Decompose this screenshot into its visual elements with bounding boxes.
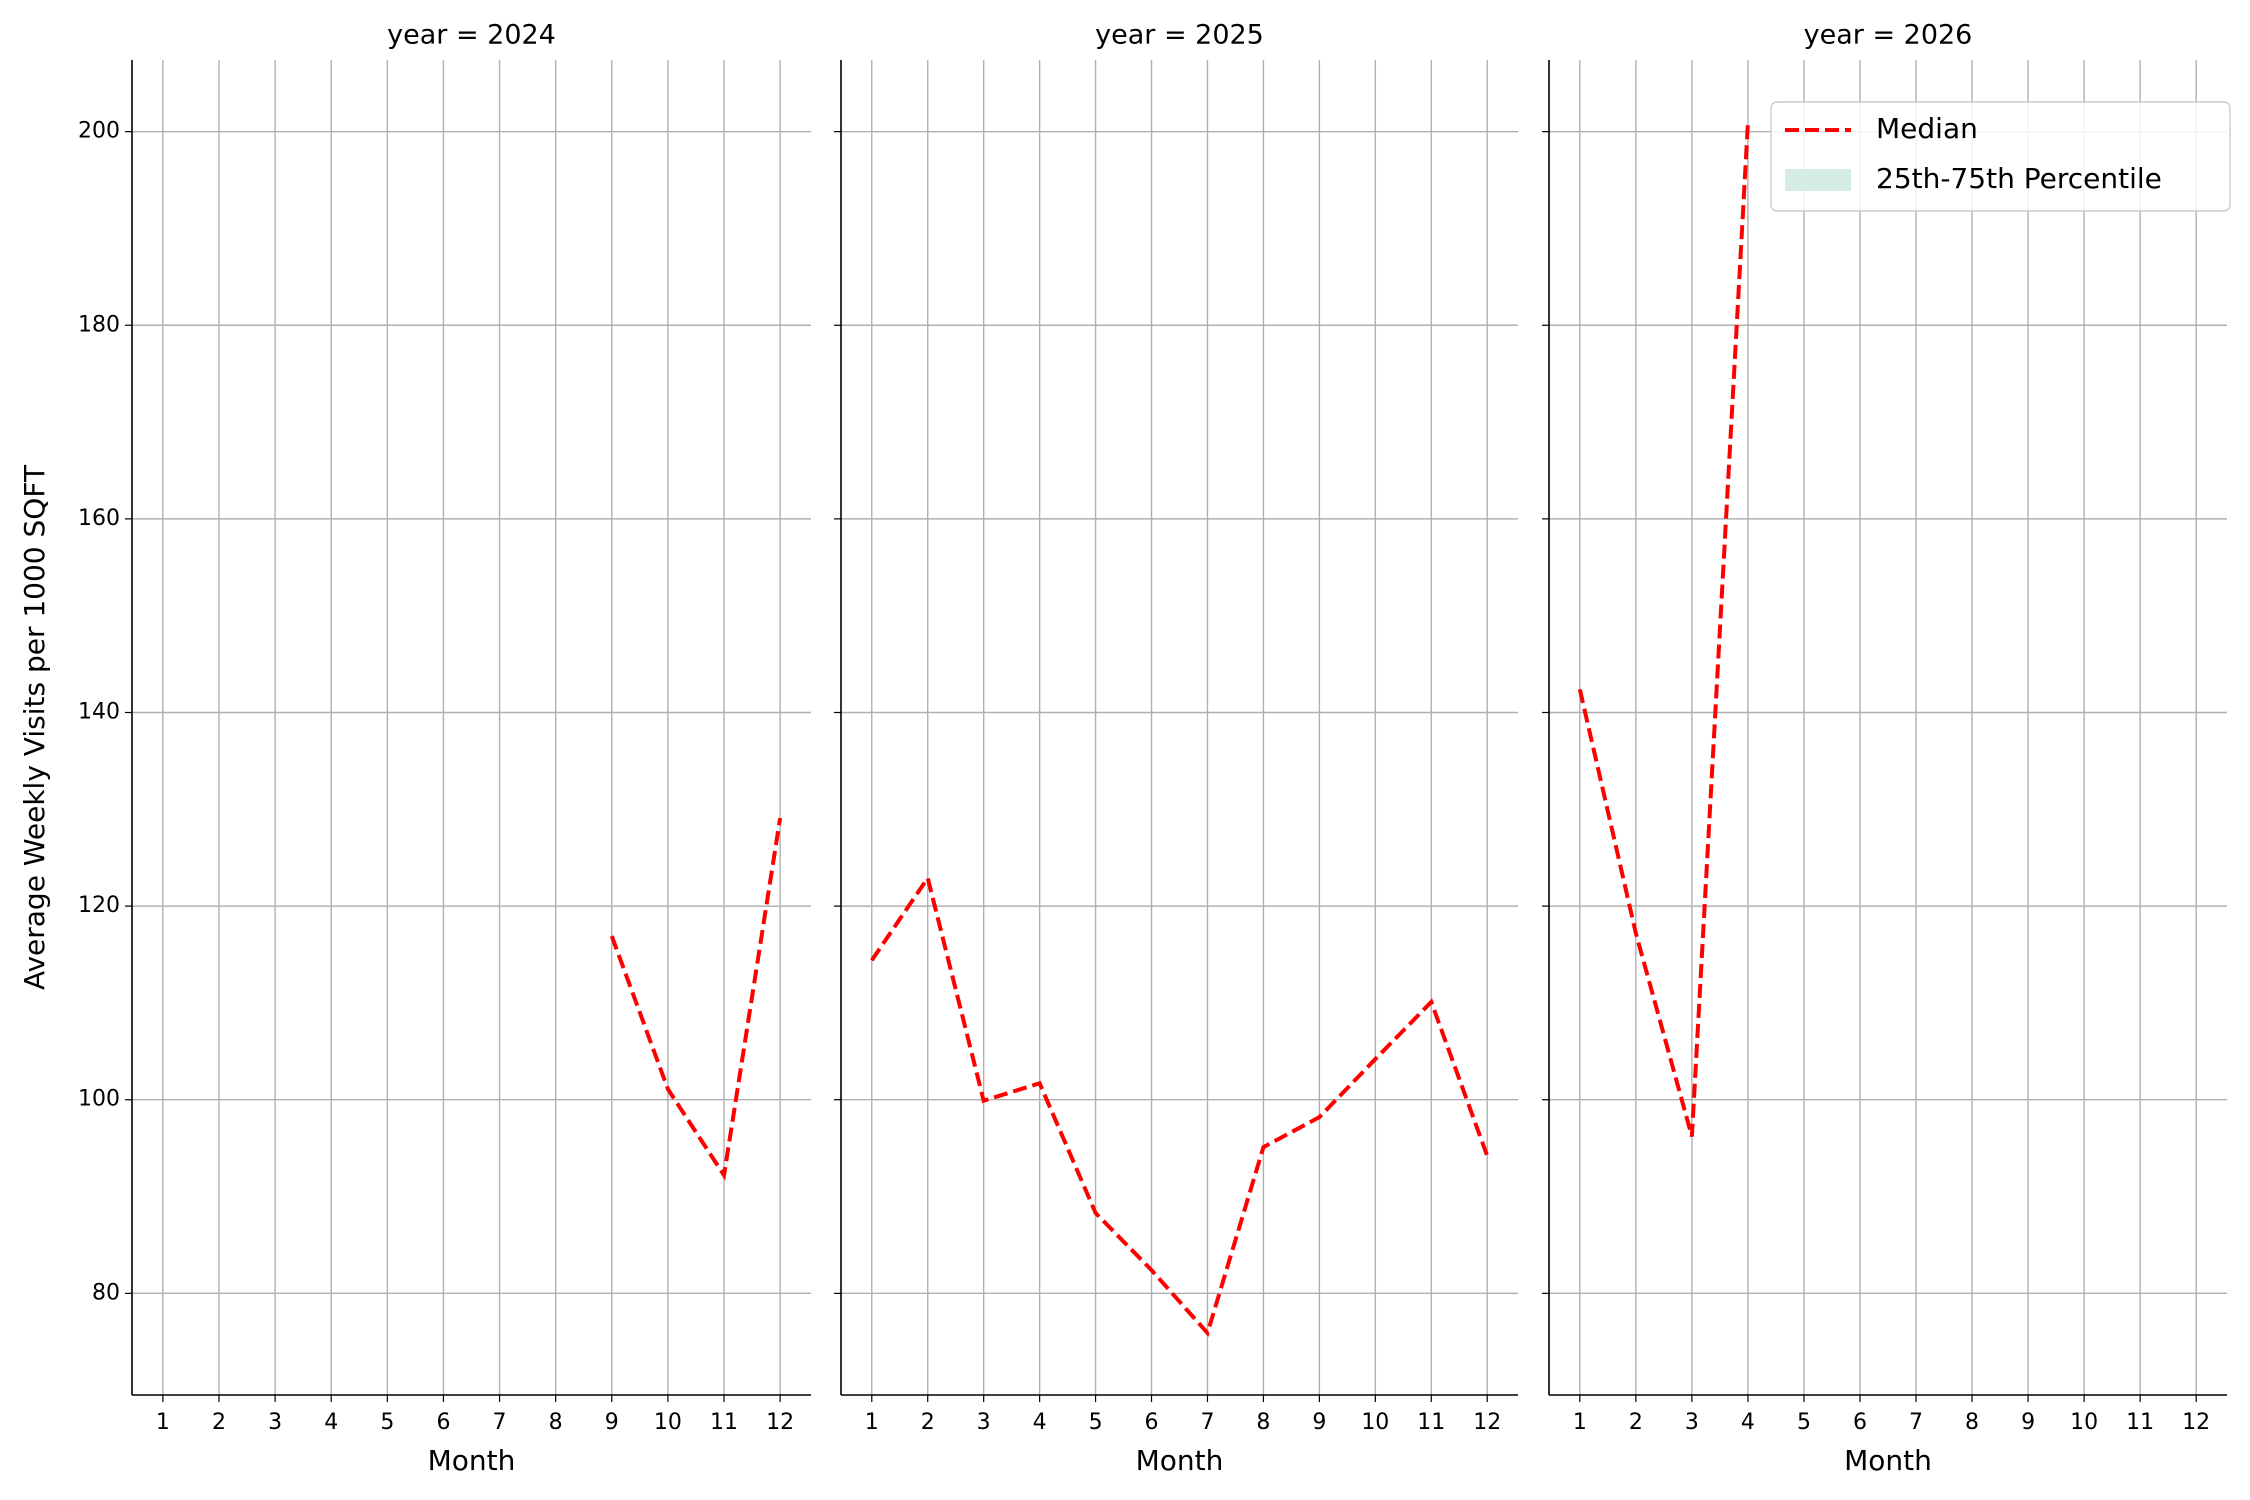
x-tick-label: 2 bbox=[212, 1410, 226, 1435]
legend-label: Median bbox=[1876, 112, 1978, 145]
x-axis-label: Month bbox=[428, 1444, 516, 1477]
x-tick-label: 3 bbox=[1685, 1410, 1699, 1435]
x-tick-label: 6 bbox=[436, 1410, 450, 1435]
legend-label: 25th-75th Percentile bbox=[1876, 162, 2162, 195]
x-tick-label: 8 bbox=[549, 1410, 563, 1435]
y-axis-label: Average Weekly Visits per 1000 SQFT bbox=[18, 464, 51, 990]
legend-swatch bbox=[1785, 169, 1851, 191]
y-tick-label: 120 bbox=[78, 893, 120, 918]
x-tick-label: 4 bbox=[1033, 1410, 1047, 1435]
median-line bbox=[870, 873, 1490, 1338]
x-tick-label: 12 bbox=[2182, 1410, 2210, 1435]
y-tick-label: 160 bbox=[78, 506, 120, 531]
x-tick-label: 4 bbox=[1741, 1410, 1755, 1435]
x-tick-label: 10 bbox=[1361, 1410, 1389, 1435]
x-tick-label: 5 bbox=[380, 1410, 394, 1435]
x-tick-label: 6 bbox=[1145, 1410, 1159, 1435]
x-tick-label: 9 bbox=[605, 1410, 619, 1435]
x-tick-label: 11 bbox=[710, 1410, 738, 1435]
x-tick-label: 4 bbox=[324, 1410, 338, 1435]
x-axis-label: Month bbox=[1136, 1444, 1224, 1477]
subplot-title: year = 2024 bbox=[387, 20, 556, 51]
x-tick-label: 12 bbox=[1473, 1410, 1501, 1435]
y-tick-label: 200 bbox=[78, 119, 120, 144]
median-line bbox=[1577, 122, 1750, 1138]
x-tick-label: 1 bbox=[1573, 1410, 1587, 1435]
y-tick-label: 140 bbox=[78, 699, 120, 724]
x-tick-label: 5 bbox=[1797, 1410, 1811, 1435]
y-tick-label: 80 bbox=[92, 1280, 120, 1305]
median-line bbox=[609, 817, 783, 1181]
x-tick-label: 2 bbox=[1629, 1410, 1643, 1435]
x-tick-label: 9 bbox=[2021, 1410, 2035, 1435]
subplot-title: year = 2025 bbox=[1095, 20, 1264, 51]
x-tick-label: 10 bbox=[2070, 1410, 2098, 1435]
legend-box bbox=[1770, 101, 2231, 212]
x-tick-label: 8 bbox=[1965, 1410, 1979, 1435]
x-tick-label: 11 bbox=[2126, 1410, 2154, 1435]
x-tick-label: 7 bbox=[1200, 1410, 1214, 1435]
x-tick-label: 7 bbox=[493, 1410, 507, 1435]
x-tick-label: 3 bbox=[268, 1410, 282, 1435]
x-tick-label: 11 bbox=[1417, 1410, 1445, 1435]
x-tick-label: 1 bbox=[865, 1410, 879, 1435]
x-axis-label: Month bbox=[1844, 1444, 1932, 1477]
x-tick-label: 8 bbox=[1256, 1410, 1270, 1435]
x-tick-label: 1 bbox=[156, 1410, 170, 1435]
y-tick-label: 100 bbox=[78, 1087, 120, 1112]
x-tick-label: 2 bbox=[921, 1410, 935, 1435]
x-tick-label: 5 bbox=[1089, 1410, 1103, 1435]
y-tick-label: 180 bbox=[78, 312, 120, 337]
x-tick-label: 10 bbox=[654, 1410, 682, 1435]
x-tick-label: 6 bbox=[1853, 1410, 1867, 1435]
x-tick-label: 12 bbox=[766, 1410, 794, 1435]
x-tick-label: 7 bbox=[1909, 1410, 1923, 1435]
x-tick-label: 3 bbox=[977, 1410, 991, 1435]
x-tick-label: 9 bbox=[1312, 1410, 1326, 1435]
subplot-title: year = 2026 bbox=[1804, 20, 1973, 51]
